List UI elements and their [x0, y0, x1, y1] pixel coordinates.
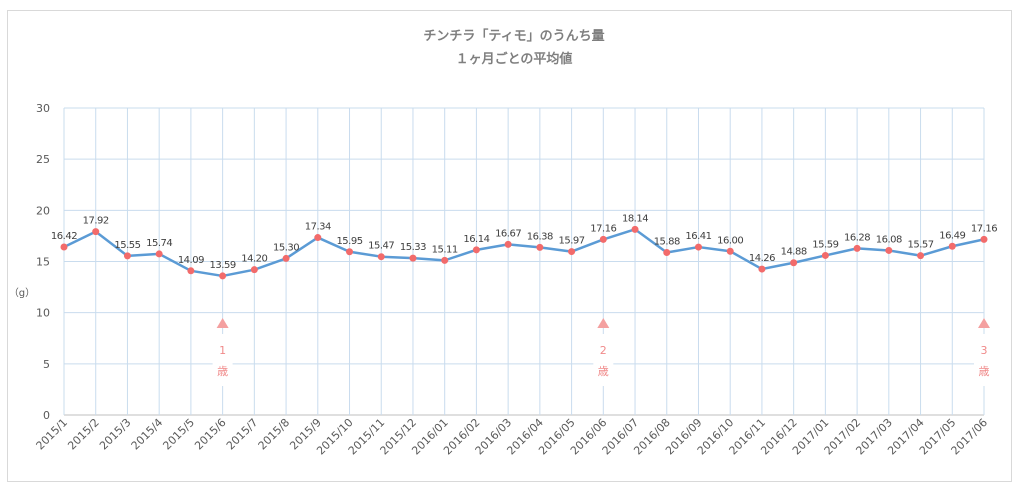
data-point	[155, 250, 163, 258]
data-point	[917, 252, 925, 260]
y-tick-label: 5	[43, 358, 50, 371]
chart-subtitle: １ヶ月ごとの平均値	[456, 51, 573, 67]
x-tick-label: 2015/7	[224, 416, 261, 453]
data-label: 15.47	[368, 241, 394, 252]
data-label: 17.16	[590, 223, 616, 234]
x-tick-label: 2015/4	[129, 416, 166, 453]
x-tick-label: 2015/3	[97, 416, 134, 453]
data-point	[187, 267, 195, 275]
data-label: 17.92	[83, 216, 109, 227]
data-label: 15.33	[400, 242, 426, 253]
data-point	[60, 243, 68, 251]
data-label: 14.26	[749, 253, 775, 264]
data-point	[790, 259, 798, 267]
data-label: 16.67	[495, 228, 521, 239]
data-point	[948, 242, 956, 250]
age-annotation-unit: 歳	[598, 365, 609, 378]
data-label: 16.38	[527, 231, 553, 242]
age-annotation-number: 2	[600, 344, 607, 357]
data-point	[631, 225, 639, 233]
data-point	[568, 248, 576, 256]
x-tick-label: 2015/1	[34, 416, 71, 453]
age-annotation-box	[974, 334, 994, 386]
data-label: 15.97	[559, 236, 585, 247]
data-point	[472, 246, 480, 254]
y-tick-label: 15	[36, 256, 50, 269]
data-point	[504, 240, 512, 248]
data-label: 16.28	[844, 232, 870, 243]
data-point	[123, 252, 131, 260]
data-point	[282, 254, 290, 262]
data-label: 16.14	[463, 234, 489, 245]
y-tick-label: 0	[43, 409, 50, 422]
age-annotation-unit: 歳	[217, 365, 228, 378]
age-triangle-marker	[216, 318, 229, 328]
data-label: 15.55	[114, 240, 140, 251]
data-label: 14.88	[781, 247, 807, 258]
data-label: 13.59	[210, 260, 236, 271]
age-triangle-marker	[978, 318, 990, 328]
data-label: 15.59	[812, 239, 838, 250]
data-label: 16.08	[876, 234, 902, 245]
data-label: 17.34	[305, 222, 331, 233]
y-tick-label: 10	[36, 307, 50, 320]
data-point	[726, 247, 734, 255]
data-label: 15.88	[654, 236, 680, 247]
data-point	[599, 235, 607, 243]
age-annotation-unit: 歳	[979, 365, 990, 378]
data-point	[885, 246, 893, 254]
age-triangle-marker	[597, 318, 610, 328]
data-label: 15.95	[336, 236, 362, 247]
x-tick-label: 2015/8	[256, 416, 293, 453]
data-label: 15.30	[273, 242, 299, 253]
data-point	[92, 228, 100, 236]
age-annotation-number: 1	[219, 344, 226, 357]
data-point	[250, 266, 258, 274]
data-label: 17.16	[971, 223, 997, 234]
x-tick-label: 2015/5	[160, 416, 197, 453]
data-point	[536, 243, 544, 251]
data-label: 16.00	[717, 235, 743, 246]
y-tick-label: 25	[36, 153, 50, 166]
age-annotation-number: 3	[981, 344, 988, 357]
data-label: 14.09	[178, 255, 204, 266]
data-label: 18.14	[622, 213, 648, 224]
data-label: 14.20	[241, 254, 267, 265]
data-label: 16.42	[51, 231, 77, 242]
x-tick-label: 2015/6	[192, 416, 229, 453]
data-point	[346, 248, 354, 256]
y-axis-label: （g）	[9, 287, 35, 299]
data-label: 16.49	[939, 230, 965, 241]
x-tick-label: 2015/2	[65, 416, 102, 453]
age-annotation-box	[212, 334, 233, 386]
data-point	[314, 234, 322, 242]
data-point	[219, 272, 227, 280]
y-tick-label: 20	[36, 204, 50, 217]
data-point	[853, 244, 861, 252]
data-label: 15.57	[907, 240, 933, 251]
data-label: 15.74	[146, 238, 172, 249]
age-annotation-box	[593, 334, 614, 386]
data-point	[694, 243, 702, 251]
data-point	[821, 251, 829, 259]
y-tick-label: 30	[36, 102, 50, 115]
series-line	[63, 228, 985, 278]
data-point	[377, 253, 385, 261]
data-point	[441, 256, 449, 264]
data-label: 16.41	[685, 231, 711, 242]
data-point	[409, 254, 417, 262]
data-label: 15.11	[432, 244, 458, 255]
chart-title: チンチラ「ティモ」のうんち量	[423, 28, 604, 44]
data-point	[980, 235, 988, 243]
data-point	[663, 248, 671, 256]
data-point	[758, 265, 766, 273]
